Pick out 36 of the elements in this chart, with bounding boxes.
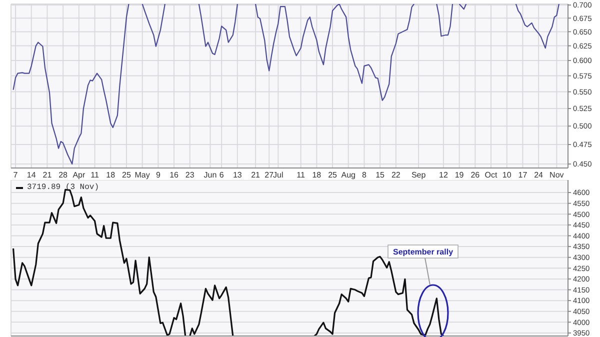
x-tick-label: 6 <box>219 170 224 180</box>
x-tick-label: 21 <box>251 170 261 180</box>
x-tick-label: 21 <box>42 170 52 180</box>
x-tick-label: Nov <box>550 170 564 180</box>
x-tick-label: May <box>134 170 150 180</box>
x-tick-label: 25 <box>328 170 338 180</box>
x-tick-label: Oct <box>484 170 498 180</box>
x-tick-label: 18 <box>106 170 116 180</box>
x-tick-label: Jul <box>273 170 284 180</box>
x-tick-label: 23 <box>185 170 195 180</box>
x-tick-label: 26 <box>470 170 480 180</box>
x-tick-label: 14 <box>26 170 36 180</box>
annotation: September rally <box>392 248 454 256</box>
x-tick-label: 12 <box>439 170 448 180</box>
x-tick-label: 25 <box>122 170 132 180</box>
x-tick-label: 11 <box>296 170 306 180</box>
x-tick-label: 7 <box>13 170 18 180</box>
x-tick-label: Aug <box>341 170 356 180</box>
x-tick-label: 8 <box>362 170 367 180</box>
x-tick-label: 10 <box>502 170 512 180</box>
x-tick-label: Apr <box>72 170 86 180</box>
x-tick-label: 19 <box>454 170 464 180</box>
x-tick-label: 15 <box>376 170 386 180</box>
x-tick-label: Sep <box>411 170 426 180</box>
x-tick-label: 27 <box>264 170 274 180</box>
x-tick-label: 11 <box>90 170 100 180</box>
x-tick-label: 24 <box>534 170 544 180</box>
x-tick-label: 16 <box>170 170 180 180</box>
x-tick-label: 13 <box>232 170 242 180</box>
x-tick-label: 17 <box>518 170 528 180</box>
x-tick-label: 18 <box>312 170 322 180</box>
x-tick-label: 28 <box>58 170 68 180</box>
x-tick-label: 9 <box>156 170 161 180</box>
legend-label: 3719.89 (3 Nov) <box>27 183 100 192</box>
x-tick-label: 22 <box>391 170 401 180</box>
x-tick-label: Jun <box>204 170 217 180</box>
